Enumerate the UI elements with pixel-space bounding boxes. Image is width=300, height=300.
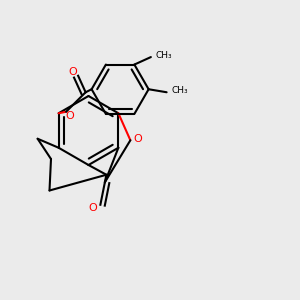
Text: CH₃: CH₃: [171, 86, 188, 95]
Text: O: O: [88, 203, 97, 213]
Text: O: O: [68, 67, 77, 77]
Text: CH₃: CH₃: [155, 51, 172, 60]
Text: O: O: [65, 111, 74, 121]
Text: O: O: [134, 134, 142, 144]
